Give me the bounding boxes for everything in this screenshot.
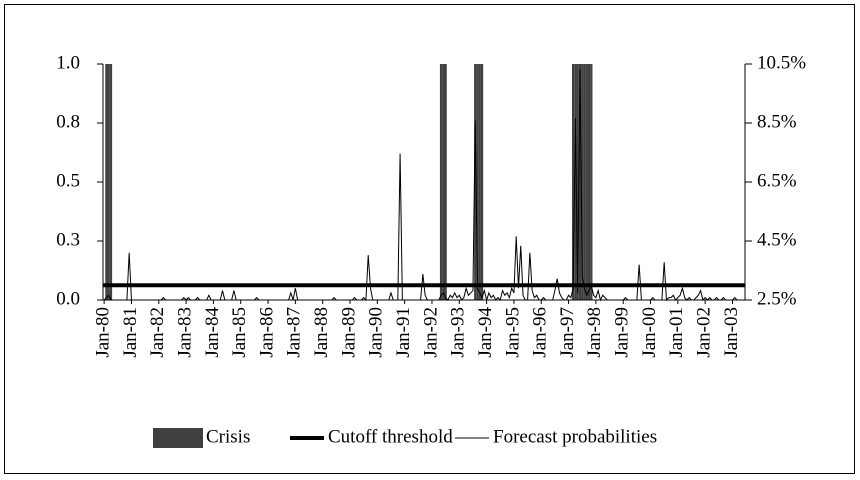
x-tick-label: Jan-80 (92, 307, 113, 358)
x-tick-label: Jan-81 (120, 307, 141, 358)
x-tick-label: Jan-90 (366, 307, 387, 358)
x-tick-label: Jan-88 (311, 307, 332, 358)
x-tick-label: Jan-85 (229, 307, 250, 358)
crisis-bar (574, 64, 577, 300)
x-tick-label: Jan-92 (420, 307, 441, 358)
crisis-bar (442, 64, 445, 300)
crisis-bar (444, 64, 447, 300)
crisis-bar (590, 64, 593, 300)
crisis-bar (476, 64, 479, 300)
x-tick-label: Jan-03 (721, 307, 742, 358)
y-tick-label: 0.3 (56, 229, 80, 250)
x-tick-label: Jan-95 (502, 307, 523, 358)
x-tick-label: Jan-99 (612, 307, 633, 358)
y-tick-label: 0.8 (56, 111, 80, 132)
crisis-bar (105, 64, 108, 300)
x-tick-label: Jan-83 (174, 307, 195, 358)
y2-tick-label: 2.5% (757, 288, 797, 309)
crisis-bar (585, 64, 588, 300)
crisis-bar (478, 64, 481, 300)
y2-tick-label: 10.5% (757, 52, 806, 73)
x-tick-label: Jan-00 (639, 307, 660, 358)
y-tick-label: 0.5 (56, 170, 80, 191)
crisis-bar (581, 64, 584, 300)
crisis-bar (480, 64, 484, 300)
x-tick-label: Jan-89 (338, 307, 359, 358)
crisis-bar (571, 64, 575, 300)
y2-tick-label: 4.5% (757, 229, 797, 250)
crisis-bar (439, 64, 443, 300)
y2-tick-label: 6.5% (757, 170, 797, 191)
legend-label: Crisis (206, 426, 250, 447)
x-tick-label: Jan-93 (448, 307, 469, 358)
x-tick-label: Jan-91 (393, 307, 414, 358)
y-tick-label: 0.0 (56, 288, 80, 309)
x-tick-label: Jan-96 (530, 307, 551, 358)
x-tick-label: Jan-82 (147, 307, 168, 358)
x-tick-label: Jan-87 (284, 307, 305, 358)
chart-frame (4, 4, 855, 474)
crisis-bar (576, 64, 579, 300)
legend-label: Forecast probabilities (493, 426, 657, 447)
x-tick-label: Jan-01 (666, 307, 687, 358)
crisis-bar (583, 64, 586, 300)
x-tick-label: Jan-84 (202, 307, 223, 358)
x-tick-label: Jan-98 (584, 307, 605, 358)
forecast-line (103, 68, 744, 302)
legend-swatch (153, 428, 203, 448)
crisis-bar (107, 64, 110, 300)
x-tick-label: Jan-94 (475, 307, 496, 358)
y2-tick-label: 8.5% (757, 111, 797, 132)
y-tick-label: 1.0 (56, 52, 80, 73)
crisis-bar (587, 64, 591, 300)
x-tick-label: Jan-97 (557, 307, 578, 358)
legend-label: Cutoff threshold (328, 426, 453, 447)
x-tick-label: Jan-86 (256, 307, 277, 358)
crisis-bar (474, 64, 477, 300)
crisis-bar (578, 64, 582, 300)
crisis-bar (109, 64, 113, 300)
x-tick-label: Jan-02 (694, 307, 715, 358)
